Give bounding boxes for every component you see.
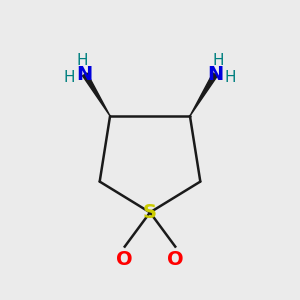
Text: H: H <box>212 52 224 68</box>
Text: N: N <box>77 65 93 84</box>
Text: O: O <box>116 250 133 268</box>
Text: S: S <box>143 203 157 222</box>
Text: N: N <box>207 65 223 84</box>
Text: H: H <box>64 70 75 85</box>
Text: O: O <box>167 250 184 268</box>
Text: H: H <box>225 70 236 85</box>
Text: H: H <box>76 52 88 68</box>
Polygon shape <box>190 73 218 116</box>
Polygon shape <box>82 73 110 116</box>
